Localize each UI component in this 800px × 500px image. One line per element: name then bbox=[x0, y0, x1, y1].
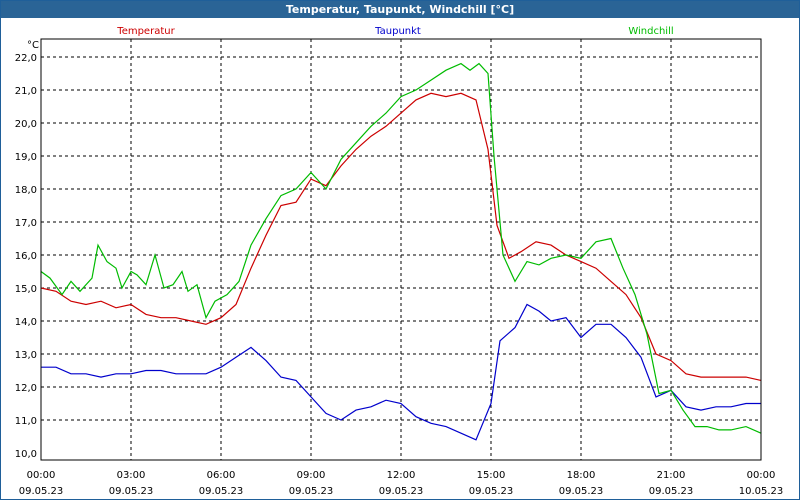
x-tick-date: 09.05.23 bbox=[379, 486, 424, 497]
y-tick-label: 11,0 bbox=[15, 416, 37, 427]
window-title: Temperatur, Taupunkt, Windchill [°C] bbox=[1, 1, 799, 18]
x-tick-time: 03:00 bbox=[117, 470, 146, 481]
x-axis: 00:00 09.05.23 03:00 09.05.23 06:00 09.05.23 0… bbox=[19, 470, 784, 497]
series-lines bbox=[40, 62, 762, 441]
x-tick-date: 09.05.23 bbox=[289, 486, 334, 497]
y-tick-label: 10,0 bbox=[15, 449, 37, 460]
y-axis: °C 10,0 11,0 12,0 13,0 14,0 15,0 16,0 17,0 18,0 1… bbox=[15, 40, 39, 460]
x-tick-date: 09.05.23 bbox=[649, 486, 694, 497]
y-tick-label: 16,0 bbox=[15, 251, 37, 262]
y-tick-label: 17,0 bbox=[15, 218, 37, 229]
legend-item: Temperatur bbox=[116, 26, 175, 37]
x-tick-date: 10.05.23 bbox=[739, 486, 784, 497]
series-line-taupunkt bbox=[41, 303, 761, 441]
grid-lines bbox=[41, 39, 761, 460]
x-tick-date: 09.05.23 bbox=[19, 486, 64, 497]
x-tick-time: 09:00 bbox=[297, 470, 326, 481]
x-tick-time: 00:00 bbox=[747, 470, 776, 481]
legend-item: Taupunkt bbox=[374, 26, 421, 37]
y-tick-label: 20,0 bbox=[15, 119, 37, 130]
y-tick-label: 21,0 bbox=[15, 86, 37, 97]
y-tick-label: 18,0 bbox=[15, 185, 37, 196]
plot-frame bbox=[40, 38, 762, 461]
x-tick-date: 09.05.23 bbox=[199, 486, 244, 497]
x-tick-time: 06:00 bbox=[207, 470, 236, 481]
y-tick-label: 15,0 bbox=[15, 284, 37, 295]
legend: Temperatur Taupunkt Windchill bbox=[116, 26, 673, 37]
y-tick-label: 12,0 bbox=[15, 383, 37, 394]
x-tick-date: 09.05.23 bbox=[109, 486, 154, 497]
x-tick-time: 12:00 bbox=[387, 470, 416, 481]
y-unit-label: °C bbox=[27, 40, 39, 51]
x-tick-date: 09.05.23 bbox=[559, 486, 604, 497]
y-tick-label: 19,0 bbox=[15, 152, 37, 163]
series-line-windchill bbox=[40, 62, 762, 434]
legend-item: Windchill bbox=[628, 26, 673, 37]
line-chart: °C 10,0 11,0 12,0 13,0 14,0 15,0 16,0 17,0 18,0 1… bbox=[15, 26, 784, 497]
y-tick-label: 13,0 bbox=[15, 350, 37, 361]
x-tick-time: 00:00 bbox=[27, 470, 56, 481]
x-tick-time: 18:00 bbox=[567, 470, 596, 481]
series-line-temperatur bbox=[40, 92, 762, 381]
x-tick-time: 21:00 bbox=[657, 470, 686, 481]
x-tick-date: 09.05.23 bbox=[469, 486, 514, 497]
y-tick-label: 14,0 bbox=[15, 317, 37, 328]
y-tick-label: 22,0 bbox=[15, 53, 37, 64]
x-tick-time: 15:00 bbox=[477, 470, 506, 481]
